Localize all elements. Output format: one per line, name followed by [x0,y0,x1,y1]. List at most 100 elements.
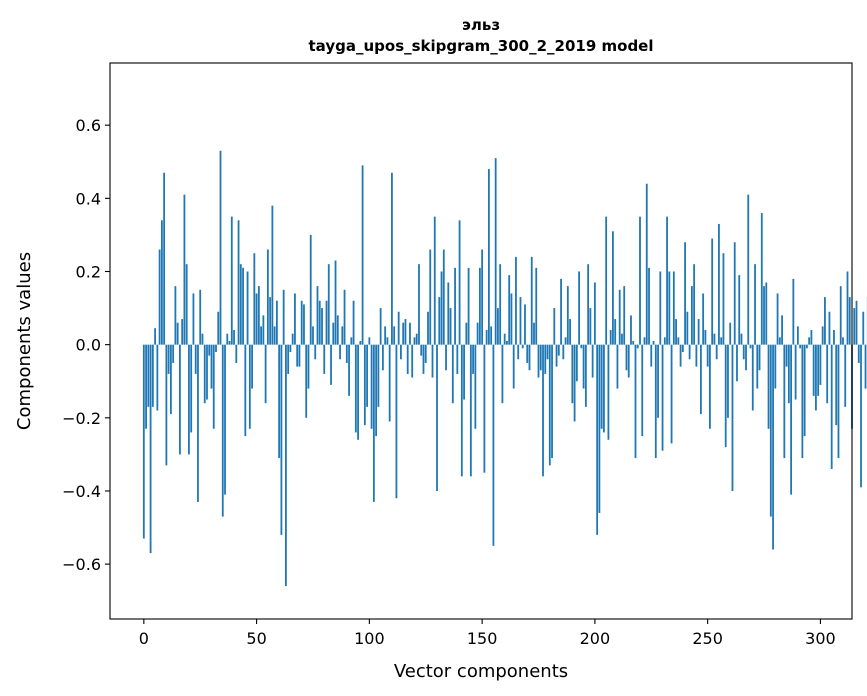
bar-37 [226,333,229,345]
bar-39 [230,216,233,345]
bar-262 [733,242,736,345]
bar-232 [666,216,668,345]
bar-117 [406,344,409,374]
bar-281 [776,293,779,345]
bar-35 [221,344,224,517]
bar-285 [785,344,788,367]
bar-104 [377,344,380,407]
bar-219 [636,344,639,349]
bar-260 [729,322,732,345]
bar-17 [181,319,184,345]
bar-78 [318,300,321,345]
y-axis: −0.6 −0.4 −0.2 0.0 0.2 0.4 0.6 [62,116,110,574]
bar-11 [167,344,170,374]
bar-57 [271,205,274,345]
bar-76 [314,344,317,360]
bar-44 [242,267,244,345]
bar-96 [359,341,362,345]
bar-310 [842,337,844,345]
bar-258 [724,344,727,448]
bar-36 [224,344,226,495]
bar-282 [778,337,781,345]
bar-228 [657,344,659,418]
bar-240 [684,242,686,345]
bar-101 [370,344,373,429]
bar-120 [413,337,416,345]
bar-83 [330,344,332,385]
bar-28 [206,344,208,400]
bar-263 [736,344,738,382]
bar-18 [183,194,186,345]
bar-166 [517,344,520,360]
bar-294 [805,344,808,349]
bar-235 [672,271,675,345]
bar-80 [323,344,326,374]
bar-295 [808,337,811,345]
bar-238 [679,344,682,367]
bar-250 [706,344,709,367]
bar-257 [722,253,725,345]
bar-81 [325,300,328,345]
bar-227 [654,344,657,459]
bar-301 [821,326,824,345]
bar-86 [336,315,339,345]
bar-21 [190,344,193,433]
x-axis: 0 50 100 150 200 250 300 [139,619,836,648]
bar-123 [420,344,423,356]
bar-140 [458,220,461,345]
bar-61 [280,344,283,535]
bar-230 [661,344,664,451]
bar-214 [625,344,628,371]
bar-71 [303,304,305,345]
bar-256 [720,337,723,345]
bar-237 [677,337,680,345]
bar-73 [307,344,310,389]
bar-176 [539,344,542,371]
bar-119 [411,344,414,378]
bar-317 [857,344,860,363]
bar-125 [424,344,427,363]
bar-42 [237,220,240,345]
bar-187 [564,337,567,345]
bar-107 [384,326,387,345]
y-tick-label-0: −0.6 [62,555,101,574]
bar-158 [499,264,502,345]
bar-279 [772,344,774,550]
bar-272 [756,344,759,389]
bar-292 [801,344,804,459]
bar-130 [436,344,438,491]
bar-8 [160,220,163,345]
bar-62 [282,289,285,345]
bar-223 [645,183,648,345]
bar-307 [835,344,838,426]
bar-9 [163,172,166,345]
bar-315 [853,308,856,345]
bar-146 [472,344,474,374]
y-tick-label-4: 0.2 [76,263,101,282]
bar-94 [354,344,357,433]
bar-271 [754,264,756,345]
bar-13 [172,344,175,363]
bar-201 [596,344,599,535]
bar-212 [621,333,623,345]
bar-184 [557,344,560,356]
bar-200 [593,282,596,345]
bar-7 [158,249,161,345]
bar-60 [278,344,281,459]
bar-111 [393,326,396,345]
bar-48 [251,344,253,389]
bar-288 [792,278,795,345]
bar-34 [219,150,222,345]
bar-133 [442,249,445,345]
bar-0 [142,344,145,539]
bar-190 [571,344,574,404]
bar-10 [165,344,168,466]
bar-174 [535,267,538,345]
bar-109 [388,344,391,422]
bar-191 [573,344,576,422]
bar-19 [185,264,188,345]
bar-143 [465,322,468,345]
bar-49 [253,253,256,345]
bar-82 [327,264,330,345]
bar-77 [316,286,319,345]
